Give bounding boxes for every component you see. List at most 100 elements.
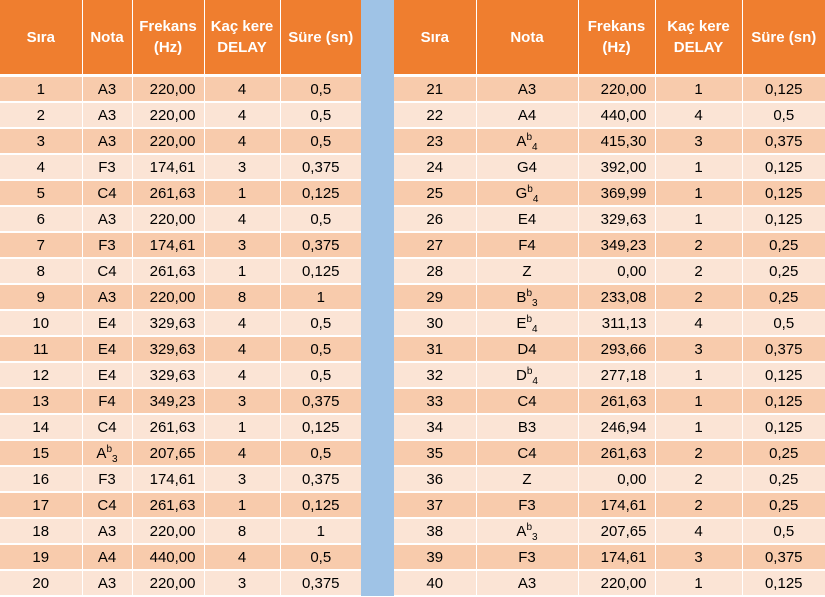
- table-row: 30 Eb4 311,13 4 0,5: [394, 310, 825, 337]
- cell-nota: A3: [476, 75, 579, 103]
- table-row: 14 C4 261,63 1 0,125: [0, 414, 361, 441]
- table-row: 33 C4 261,63 1 0,125: [394, 388, 825, 415]
- cell-frekans: 0,00: [578, 258, 656, 285]
- cell-sira: 18: [0, 518, 83, 545]
- cell-kac-kere: 4: [204, 440, 281, 467]
- table-row: 28 Z 0,00 2 0,25: [394, 258, 825, 285]
- cell-sira: 39: [394, 544, 477, 571]
- cell-sira: 37: [394, 492, 477, 519]
- cell-sure: 0,125: [742, 362, 825, 389]
- table-row: 19 A4 440,00 4 0,5: [0, 544, 361, 571]
- octave-number: 3: [532, 531, 538, 543]
- cell-kac-kere: 4: [204, 128, 281, 155]
- note-name: B: [516, 288, 527, 306]
- note-table-right: Sıra Nota Frekans (Hz) Kaç kere DELAY Süre…: [394, 0, 825, 597]
- note-name: C4: [517, 444, 537, 462]
- cell-nota: F4: [82, 388, 133, 415]
- header-sira: Sıra: [394, 0, 477, 77]
- cell-sira: 30: [394, 310, 477, 337]
- octave-number: 4: [532, 323, 538, 335]
- cell-sira: 31: [394, 336, 477, 363]
- note-name: A: [96, 444, 107, 462]
- table-row: 26 E4 329,63 1 0,125: [394, 206, 825, 233]
- table-row: 5 C4 261,63 1 0,125: [0, 180, 361, 207]
- cell-sira: 10: [0, 310, 83, 337]
- cell-sira: 7: [0, 232, 83, 259]
- cell-nota: Ab4: [476, 128, 579, 155]
- cell-kac-kere: 2: [655, 232, 743, 259]
- cell-nota: Gb4: [476, 180, 579, 207]
- note-name: A3: [517, 574, 537, 592]
- table-row: 27 F4 349,23 2 0,25: [394, 232, 825, 259]
- cell-kac-kere: 1: [204, 492, 281, 519]
- cell-kac-kere: 4: [655, 518, 743, 545]
- cell-frekans: 220,00: [132, 570, 205, 597]
- cell-frekans: 311,13: [578, 310, 656, 337]
- cell-sure: 0,125: [742, 180, 825, 207]
- cell-frekans: 220,00: [132, 206, 205, 233]
- table-row: 35 C4 261,63 2 0,25: [394, 440, 825, 467]
- cell-nota: A4: [476, 102, 579, 129]
- octave-number: 4: [532, 141, 538, 153]
- cell-sure: 0,125: [742, 75, 825, 103]
- header-kac-kere: Kaç kere DELAY: [204, 0, 281, 77]
- cell-sira: 24: [394, 154, 477, 181]
- cell-nota: Z: [476, 258, 579, 285]
- note-name: C4: [97, 496, 117, 514]
- note-name: G: [515, 184, 528, 202]
- header-sira: Sıra: [0, 0, 83, 77]
- note-name: F3: [518, 548, 536, 566]
- note-name: C4: [97, 184, 117, 202]
- table-row: 38 Ab3 207,65 4 0,5: [394, 518, 825, 545]
- cell-frekans: 261,63: [578, 440, 656, 467]
- cell-nota: Ab3: [476, 518, 579, 545]
- table-row: 13 F4 349,23 3 0,375: [0, 388, 361, 415]
- cell-sure: 0,375: [280, 154, 361, 181]
- cell-sira: 3: [0, 128, 83, 155]
- cell-frekans: 329,63: [132, 336, 205, 363]
- cell-sure: 0,25: [742, 232, 825, 259]
- cell-sira: 20: [0, 570, 83, 597]
- note-name: F3: [98, 470, 116, 488]
- cell-kac-kere: 4: [204, 102, 281, 129]
- cell-kac-kere: 4: [204, 310, 281, 337]
- cell-sira: 12: [0, 362, 83, 389]
- cell-kac-kere: 3: [655, 544, 743, 571]
- cell-kac-kere: 1: [655, 388, 743, 415]
- cell-nota: Ab3: [82, 440, 133, 467]
- header-sure: Süre (sn): [742, 0, 825, 77]
- header-kac-kere: Kaç kere DELAY: [655, 0, 743, 77]
- cell-sure: 0,5: [742, 310, 825, 337]
- cell-kac-kere: 2: [655, 440, 743, 467]
- note-name: A3: [97, 132, 117, 150]
- note-name: F4: [518, 236, 536, 254]
- cell-sira: 25: [394, 180, 477, 207]
- table-row: 39 F3 174,61 3 0,375: [394, 544, 825, 571]
- cell-frekans: 440,00: [578, 102, 656, 129]
- cell-nota: C4: [476, 440, 579, 467]
- cell-kac-kere: 2: [655, 258, 743, 285]
- cell-nota: A3: [82, 570, 133, 597]
- cell-kac-kere: 4: [655, 310, 743, 337]
- cell-sure: 0,375: [280, 466, 361, 493]
- cell-sure: 0,5: [280, 128, 361, 155]
- cell-nota: A3: [82, 206, 133, 233]
- cell-sira: 4: [0, 154, 83, 181]
- cell-sure: 0,375: [280, 388, 361, 415]
- cell-sira: 9: [0, 284, 83, 311]
- note-name: F3: [518, 496, 536, 514]
- cell-kac-kere: 3: [204, 570, 281, 597]
- octave-number: 4: [532, 193, 539, 205]
- note-table-left: Sıra Nota Frekans (Hz) Kaç kere DELAY Süre…: [0, 0, 361, 597]
- cell-nota: A3: [82, 75, 133, 103]
- cell-frekans: 220,00: [578, 570, 656, 597]
- cell-nota: C4: [476, 388, 579, 415]
- cell-kac-kere: 3: [204, 466, 281, 493]
- cell-sira: 32: [394, 362, 477, 389]
- table-row: 10 E4 329,63 4 0,5: [0, 310, 361, 337]
- cell-nota: Eb4: [476, 310, 579, 337]
- cell-sure: 0,125: [742, 388, 825, 415]
- cell-sure: 0,5: [742, 518, 825, 545]
- cell-kac-kere: 4: [204, 206, 281, 233]
- cell-nota: Db4: [476, 362, 579, 389]
